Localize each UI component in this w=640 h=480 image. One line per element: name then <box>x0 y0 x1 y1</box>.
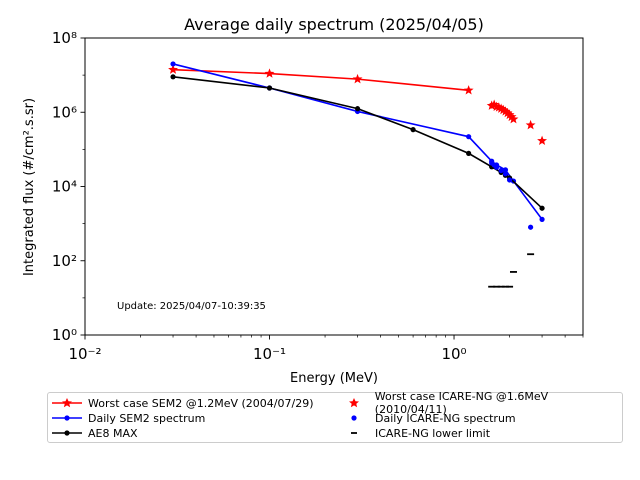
data-point-dot <box>498 167 504 174</box>
data-point-star <box>525 119 536 130</box>
legend-item-icare-lower-limit: ICARE-NG lower limit <box>339 426 490 440</box>
legend-label: Worst case ICARE-NG @1.6MeV (2010/04/11) <box>374 390 549 416</box>
legend-swatch-blue-dot <box>351 415 357 421</box>
data-point-star <box>537 135 548 146</box>
data-point-star <box>489 99 500 109</box>
data-point-dot <box>493 164 500 170</box>
data-point-dot <box>466 134 472 140</box>
data-point-star <box>264 68 275 78</box>
legend-item-daily-sem2: Daily SEM2 spectrum <box>52 411 205 425</box>
data-point-dot <box>170 74 176 80</box>
series-line <box>173 68 469 92</box>
data-point-star <box>500 106 511 116</box>
data-point-dot <box>539 216 545 222</box>
y-tick-label: 10⁴ <box>52 178 77 196</box>
data-point-star <box>496 103 507 113</box>
legend-swatch-black-dot-line <box>52 430 82 436</box>
data-point-star <box>498 104 509 115</box>
x-tick-label: 10⁻² <box>68 345 101 363</box>
y-tick-label: 10² <box>52 252 77 270</box>
data-point-dot <box>410 127 416 133</box>
legend-item-icare-worst: Worst case ICARE-NG @1.6MeV (2010/04/11) <box>339 390 622 416</box>
data-point-dot <box>527 224 534 230</box>
data-point-star <box>502 107 513 118</box>
update-annotation: Update: 2025/04/07-10:39:35 <box>117 301 266 312</box>
data-point-star <box>352 73 363 84</box>
legend-swatch-black-dash <box>351 432 357 434</box>
series-line <box>172 63 543 220</box>
x-tick-label: 10⁰ <box>441 345 466 363</box>
data-point-dot <box>502 171 509 177</box>
x-tick-label: 10⁻¹ <box>253 345 286 363</box>
y-axis-label: Integrated flux (#/cm².s.sr) <box>22 98 37 276</box>
data-point-dot <box>502 167 509 173</box>
data-point-star <box>168 64 178 74</box>
legend-label: AE8 MAX <box>88 426 138 440</box>
data-point-star <box>463 85 474 95</box>
legend-label: Worst case SEM2 @1.2MeV (2004/07/29) <box>88 396 314 410</box>
series-line <box>172 76 543 209</box>
data-point-star <box>508 114 519 124</box>
data-point-dot <box>354 106 361 112</box>
data-point-star <box>506 111 517 122</box>
legend-item-sem2-worst: Worst case SEM2 @1.2MeV (2004/07/29) <box>52 396 313 410</box>
data-point-dot <box>266 85 273 91</box>
data-point-dot <box>506 177 513 183</box>
y-tick-label: 10⁶ <box>52 103 77 121</box>
x-axis-label: Energy (MeV) <box>290 371 378 386</box>
plot-area: 10⁻² 10⁻¹ 10⁰ 10⁰ 10² 10⁴ 10⁶ 10⁸ <box>52 29 584 363</box>
data-point-dot <box>170 61 176 67</box>
legend-swatch-red-star-line <box>52 398 82 408</box>
legend: Worst case SEM2 @1.2MeV (2004/07/29) Dai… <box>47 390 623 443</box>
y-tick-label: 10⁸ <box>52 29 77 47</box>
y-tick-label: 10⁰ <box>52 326 77 344</box>
legend-label: Daily SEM2 spectrum <box>88 411 206 425</box>
legend-label: ICARE-NG lower limit <box>375 426 491 440</box>
legend-swatch-blue-dot-line <box>52 415 82 421</box>
legend-item-ae8: AE8 MAX <box>52 426 138 440</box>
data-point-dot <box>539 205 545 211</box>
plot-frame <box>84 37 584 336</box>
chart-title: Average daily spectrum (2025/04/05) <box>184 15 484 34</box>
data-point-dot <box>466 150 472 156</box>
legend-swatch-red-star <box>349 398 359 408</box>
legend-item-daily-icare: Daily ICARE-NG spectrum <box>339 411 516 425</box>
legend-label: Daily ICARE-NG spectrum <box>375 411 516 425</box>
data-point-star <box>493 102 504 112</box>
data-point-star <box>486 100 497 110</box>
data-point-star <box>504 109 515 120</box>
